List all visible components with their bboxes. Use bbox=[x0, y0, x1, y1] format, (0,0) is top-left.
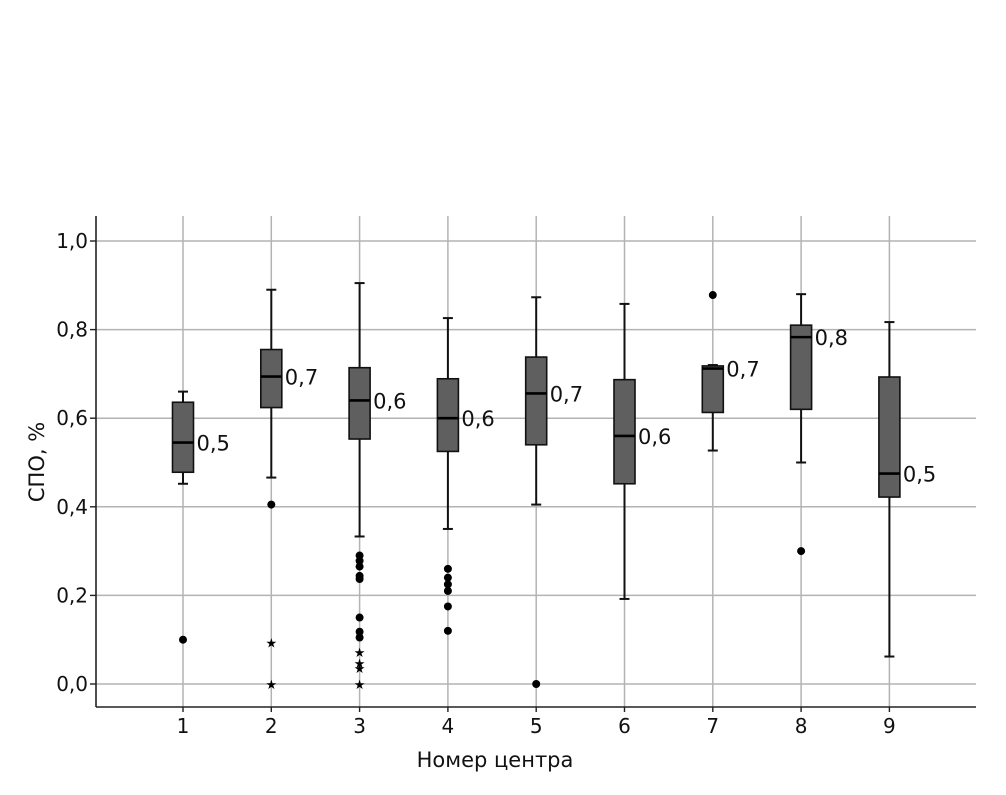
outlier-point bbox=[708, 291, 717, 300]
x-tick-labels: 1 2 3 4 5 6 7 8 9 bbox=[177, 714, 896, 738]
y-tick-label: 0,4 bbox=[56, 495, 88, 519]
outlier-point bbox=[355, 575, 364, 584]
y-tick-label: 0,6 bbox=[56, 406, 88, 430]
x-tick-label: 4 bbox=[442, 714, 455, 738]
median-label: 0,6 bbox=[461, 407, 494, 431]
iqr-box bbox=[524, 356, 548, 446]
x-tick-label: 1 bbox=[177, 714, 190, 738]
outlier-point bbox=[355, 562, 364, 571]
x-tick-label: 3 bbox=[353, 714, 366, 738]
box-group-center-3: 0,6★★★★ bbox=[348, 282, 407, 693]
extreme-point: ★ bbox=[354, 646, 366, 661]
box-group-center-8: 0,8 bbox=[789, 293, 848, 556]
x-tick-label: 5 bbox=[530, 714, 543, 738]
median-label: 0,7 bbox=[550, 382, 583, 406]
box-group-center-1: 0,5 bbox=[171, 390, 230, 644]
outlier-point bbox=[443, 573, 452, 582]
iqr-box bbox=[171, 401, 195, 474]
box-group-center-5: 0,7 bbox=[524, 296, 583, 688]
outlier-point bbox=[355, 627, 364, 636]
x-tick-label: 7 bbox=[706, 714, 719, 738]
iqr-box bbox=[259, 348, 283, 409]
iqr-box bbox=[701, 365, 725, 414]
box-group-center-6: 0,6 bbox=[613, 302, 671, 600]
outlier-point bbox=[267, 500, 276, 509]
y-axis-title: СПО, % bbox=[25, 422, 49, 502]
outlier-point bbox=[443, 586, 452, 595]
iqr-box bbox=[613, 378, 636, 485]
outlier-point bbox=[443, 564, 452, 573]
median-label: 0,6 bbox=[638, 425, 671, 449]
y-tick-label: 1,0 bbox=[56, 229, 88, 253]
iqr-box bbox=[789, 324, 813, 411]
outlier-point bbox=[443, 626, 452, 635]
x-tick-label: 9 bbox=[883, 714, 896, 738]
box-group-center-4: 0,6 bbox=[436, 317, 495, 635]
x-tick-label: 2 bbox=[265, 714, 278, 738]
boxes: 0,50,7★★0,6★★★★0,60,70,60,70,80,5 bbox=[171, 282, 936, 693]
outlier-point bbox=[355, 633, 364, 642]
axes bbox=[95, 216, 976, 708]
x-tick-label: 8 bbox=[795, 714, 808, 738]
x-axis-title: Номер центра bbox=[417, 748, 574, 772]
outlier-point bbox=[179, 635, 187, 644]
box-group-center-7: 0,7 bbox=[701, 291, 760, 452]
median-label: 0,5 bbox=[197, 432, 230, 456]
box-group-center-9: 0,5 bbox=[878, 321, 936, 658]
y-tick-labels: 0,0 0,2 0,4 0,6 0,8 1,0 bbox=[56, 229, 88, 696]
outlier-point bbox=[797, 547, 806, 556]
outlier-point bbox=[355, 613, 364, 622]
median-label: 0,6 bbox=[373, 389, 406, 413]
box-group-center-2: 0,7 ★ ★ bbox=[259, 288, 318, 693]
median-label: 0,5 bbox=[903, 463, 936, 487]
y-tick-label: 0,8 bbox=[56, 318, 88, 342]
y-tick-label: 0,0 bbox=[56, 672, 88, 696]
outlier-point bbox=[443, 602, 452, 611]
outlier-point bbox=[532, 680, 541, 688]
extreme-point: ★ bbox=[354, 678, 366, 693]
median-label: 0,8 bbox=[815, 326, 848, 350]
x-tick-label: 6 bbox=[618, 714, 631, 738]
extreme-point: ★ bbox=[265, 636, 277, 651]
outlier-point bbox=[443, 580, 452, 589]
iqr-box bbox=[348, 366, 371, 440]
outlier-point bbox=[355, 556, 364, 565]
grid-lines bbox=[90, 216, 976, 712]
median-label: 0,7 bbox=[285, 366, 318, 390]
extreme-point: ★ bbox=[265, 678, 277, 693]
extreme-point: ★ bbox=[354, 657, 366, 672]
y-tick-label: 0,2 bbox=[56, 583, 88, 607]
iqr-box bbox=[878, 376, 901, 498]
iqr-box bbox=[436, 377, 460, 453]
extreme-point: ★ bbox=[354, 662, 366, 677]
median-label: 0,7 bbox=[726, 358, 759, 382]
